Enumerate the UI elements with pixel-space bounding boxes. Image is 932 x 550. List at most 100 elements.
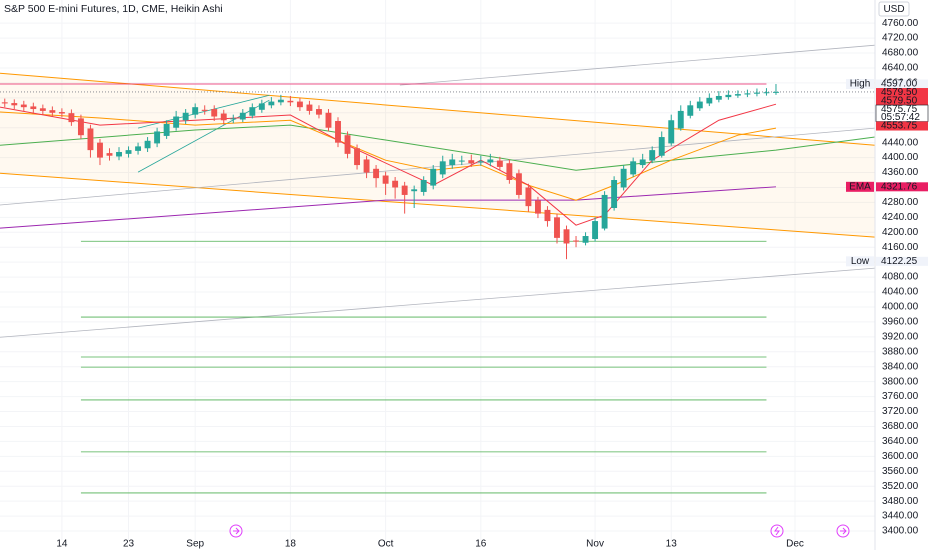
candle-body xyxy=(97,142,103,158)
y-tick-label: 4640.00 xyxy=(882,63,919,74)
price-label-box xyxy=(876,182,928,192)
y-tick-label: 4360.00 xyxy=(882,167,919,178)
trend-line xyxy=(0,127,876,206)
candle-body xyxy=(173,116,180,128)
candle-body xyxy=(277,99,284,103)
x-tick-label: Dec xyxy=(786,539,804,550)
y-tick-label: 3880.00 xyxy=(882,346,919,357)
y-tick-label: 4280.00 xyxy=(882,197,919,208)
candle-body xyxy=(249,107,256,116)
candle-body xyxy=(458,160,465,162)
trend-line xyxy=(399,44,876,86)
x-tick-label: 13 xyxy=(666,539,678,550)
y-tick-label: 4720.00 xyxy=(882,33,919,44)
candle-body xyxy=(363,159,370,173)
price-label: 4579.50 xyxy=(881,96,918,107)
candle-body xyxy=(773,91,779,93)
candle-body xyxy=(39,108,46,111)
candle-body xyxy=(487,159,494,163)
currency[interactable]: USD xyxy=(883,4,904,15)
candle-body xyxy=(592,221,599,240)
candle-body xyxy=(306,104,313,111)
candle-body xyxy=(554,217,560,238)
candle-body xyxy=(163,123,170,136)
price-label-box xyxy=(876,121,928,131)
candle-body xyxy=(506,163,513,180)
candle-body xyxy=(515,173,522,195)
y-tick-label: 4440.00 xyxy=(882,137,919,148)
channel-line xyxy=(0,172,876,238)
chart-title: S&P 500 E-mini Futures, 1D, CME, Heikin … xyxy=(4,3,223,15)
y-tick-label: 3560.00 xyxy=(882,466,919,477)
candle-body xyxy=(144,140,151,149)
trend-line xyxy=(0,267,876,338)
price-label: 4553.75 xyxy=(881,121,918,132)
candle-body xyxy=(392,180,399,188)
event-icon[interactable] xyxy=(836,524,850,538)
candle-body xyxy=(373,168,380,179)
candle-body xyxy=(573,240,579,242)
candle-body xyxy=(30,106,37,110)
y-tick-label: 3680.00 xyxy=(882,421,919,432)
x-tick-label: Nov xyxy=(586,539,604,550)
candle-body xyxy=(668,120,675,144)
y-tick-label: 3840.00 xyxy=(882,361,919,372)
candle-body xyxy=(620,168,627,188)
currency-button[interactable] xyxy=(878,1,910,17)
y-tick-label: 3800.00 xyxy=(882,376,919,387)
candle-body xyxy=(639,159,646,166)
candle-body xyxy=(106,153,113,156)
candle-body xyxy=(125,150,132,154)
price-label-box xyxy=(876,79,928,89)
y-tick-label: 4040.00 xyxy=(882,287,919,298)
candle-body xyxy=(354,148,360,166)
candle-body xyxy=(344,135,351,154)
candle-body xyxy=(58,112,65,114)
candle-body xyxy=(525,187,532,207)
y-tick-label: 4760.00 xyxy=(882,18,919,29)
candle-body xyxy=(335,120,341,143)
candle-body xyxy=(154,131,161,144)
candle-body xyxy=(496,160,503,167)
price-label: 4122.25 xyxy=(881,256,918,267)
candle-body xyxy=(135,146,142,151)
candle-body xyxy=(239,112,246,120)
price-label-box xyxy=(876,256,928,266)
y-tick-label: 3920.00 xyxy=(882,331,919,342)
candle-body xyxy=(715,95,722,100)
candle-body xyxy=(220,113,227,121)
candle-body xyxy=(677,110,684,129)
candle-body xyxy=(325,112,332,128)
candle-body xyxy=(687,105,694,116)
y-tick-label: 3440.00 xyxy=(882,511,919,522)
channel-fill xyxy=(0,73,875,238)
price-label: 4575.75 xyxy=(881,104,918,115)
candle-body xyxy=(11,103,18,106)
countdown: 05:57:42 xyxy=(881,112,920,123)
candle-body xyxy=(77,118,84,136)
y-tick-label: 4080.00 xyxy=(882,272,919,283)
y-tick-label: 3720.00 xyxy=(882,406,919,417)
event-icon[interactable] xyxy=(229,524,243,538)
x-tick-label: Sep xyxy=(186,539,204,550)
x-tick-label: 18 xyxy=(285,539,297,550)
event-icon[interactable] xyxy=(770,524,784,538)
candle-body xyxy=(468,160,475,164)
candle-body xyxy=(20,104,27,108)
candle-body xyxy=(611,180,618,209)
candle-body xyxy=(430,168,437,186)
candle-body xyxy=(744,93,751,95)
x-tick-label: 23 xyxy=(123,539,135,550)
y-tick-label: 3960.00 xyxy=(882,317,919,328)
x-tick-label: 14 xyxy=(56,539,68,550)
candle-body xyxy=(563,229,570,244)
candle-body xyxy=(411,189,418,192)
candle-body xyxy=(477,161,484,163)
y-tick-label: 3480.00 xyxy=(882,496,919,507)
candle-body xyxy=(211,109,218,117)
candle-body xyxy=(753,92,760,94)
price-label: 4597.00 xyxy=(881,79,918,90)
candle-body xyxy=(763,92,770,94)
candle-body xyxy=(449,159,456,166)
y-tick-label: 4240.00 xyxy=(882,212,919,223)
